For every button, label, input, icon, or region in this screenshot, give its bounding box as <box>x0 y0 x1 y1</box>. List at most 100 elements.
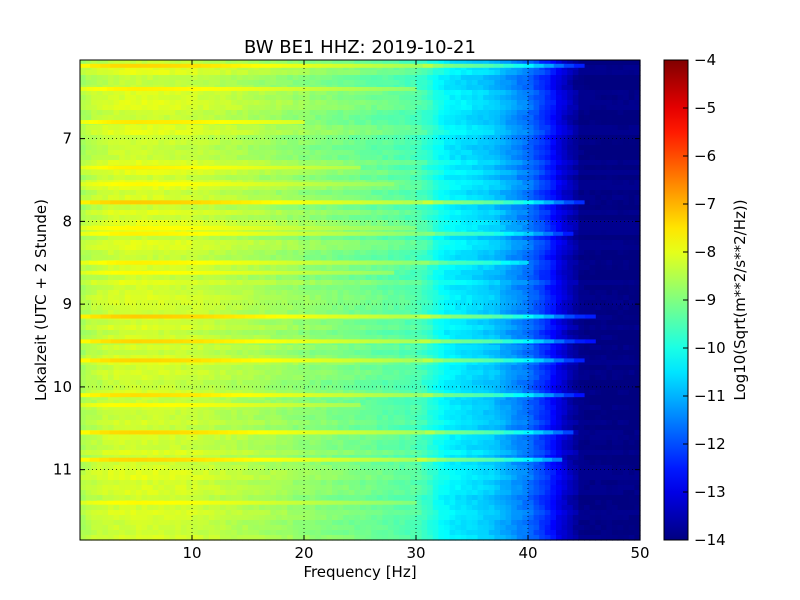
heatmap-cell <box>472 180 479 186</box>
heatmap-cell <box>477 145 484 151</box>
heatmap-cell <box>158 140 165 146</box>
heatmap-cell <box>539 245 546 251</box>
heatmap-cell <box>528 85 535 91</box>
heatmap-cell <box>477 290 484 296</box>
heatmap-cell <box>544 65 551 71</box>
heatmap-cell <box>214 110 221 116</box>
heatmap-cell <box>253 115 260 121</box>
heatmap-cell <box>410 190 417 196</box>
heatmap-cell <box>236 125 243 131</box>
heatmap-cell <box>460 250 467 256</box>
heatmap-cell <box>606 95 613 101</box>
heatmap-cell <box>606 270 613 276</box>
heatmap-cell <box>320 80 327 86</box>
heatmap-cell <box>164 280 171 286</box>
heatmap-cell <box>158 145 165 151</box>
heatmap-cell <box>102 115 109 121</box>
heatmap-cell <box>533 190 540 196</box>
heatmap-cell <box>444 65 451 71</box>
heatmap-cell <box>208 265 215 271</box>
heatmap-cell <box>500 225 507 231</box>
heatmap-cell <box>617 70 624 76</box>
heatmap-cell <box>455 125 462 131</box>
heatmap-cell <box>432 155 439 161</box>
heatmap-cell <box>343 245 350 251</box>
heatmap-cell <box>617 255 624 261</box>
heatmap-cell <box>91 290 98 296</box>
heatmap-cell <box>556 150 563 156</box>
heatmap-cell <box>393 195 400 201</box>
heatmap-cell <box>438 170 445 176</box>
heatmap-cell <box>460 170 467 176</box>
heatmap-cell <box>612 155 619 161</box>
heatmap-cell <box>528 300 535 306</box>
heatmap-cell <box>600 270 607 276</box>
heatmap-cell <box>197 90 204 96</box>
heatmap-cell <box>130 90 137 96</box>
heatmap-cell <box>270 140 277 146</box>
heatmap-cell <box>505 65 512 71</box>
heatmap-cell <box>410 210 417 216</box>
heatmap-cell <box>281 240 288 246</box>
heatmap-cell <box>533 265 540 271</box>
heatmap-cell <box>444 70 451 76</box>
heatmap-cell <box>393 135 400 141</box>
heatmap-cell <box>511 85 518 91</box>
heatmap-cell <box>85 105 92 111</box>
heatmap-cell <box>236 65 243 71</box>
heatmap-cell <box>584 110 591 116</box>
heatmap-cell <box>371 150 378 156</box>
heatmap-cell <box>561 150 568 156</box>
heatmap-cell <box>309 185 316 191</box>
heatmap-cell <box>253 80 260 86</box>
heatmap-cell <box>119 65 126 71</box>
heatmap-cell <box>382 80 389 86</box>
heatmap-cell <box>634 120 641 126</box>
heatmap-cell <box>578 180 585 186</box>
heatmap-cell <box>343 295 350 301</box>
heatmap-cell <box>584 95 591 101</box>
heatmap-cell <box>511 235 518 241</box>
heatmap-cell <box>130 290 137 296</box>
heatmap-cell <box>225 295 232 301</box>
heatmap-cell <box>371 220 378 226</box>
heatmap-cell <box>124 210 131 216</box>
heatmap-cell <box>572 65 579 71</box>
heatmap-cell <box>136 155 143 161</box>
heatmap-cell <box>505 195 512 201</box>
heatmap-cell <box>539 280 546 286</box>
heatmap-cell <box>494 85 501 91</box>
heatmap-cell <box>494 150 501 156</box>
heatmap-cell <box>410 150 417 156</box>
heatmap-cell <box>147 215 154 221</box>
heatmap-cell <box>164 305 171 311</box>
heatmap-cell <box>281 305 288 311</box>
heatmap-cell <box>393 115 400 121</box>
heatmap-cell <box>539 220 546 226</box>
heatmap-cell <box>220 95 227 101</box>
heatmap-cell <box>108 255 115 261</box>
heatmap-cell <box>600 175 607 181</box>
heatmap-cell <box>578 115 585 121</box>
heatmap-cell <box>158 150 165 156</box>
heatmap-cell <box>444 270 451 276</box>
heatmap-cell <box>612 140 619 146</box>
heatmap-cell <box>253 295 260 301</box>
heatmap-cell <box>315 280 322 286</box>
heatmap-cell <box>253 150 260 156</box>
heatmap-cell <box>164 175 171 181</box>
heatmap-cell <box>483 255 490 261</box>
heatmap-cell <box>399 175 406 181</box>
heatmap-cell <box>393 290 400 296</box>
heatmap-cell <box>354 90 361 96</box>
heatmap-cell <box>634 290 641 296</box>
heatmap-cell <box>197 130 204 136</box>
heatmap-cell <box>444 165 451 171</box>
heatmap-cell <box>186 100 193 106</box>
heatmap-cell <box>214 175 221 181</box>
heatmap-cell <box>287 65 294 71</box>
heatmap-cell <box>421 180 428 186</box>
heatmap-cell <box>416 150 423 156</box>
heatmap-cell <box>315 175 322 181</box>
heatmap-cell <box>572 185 579 191</box>
